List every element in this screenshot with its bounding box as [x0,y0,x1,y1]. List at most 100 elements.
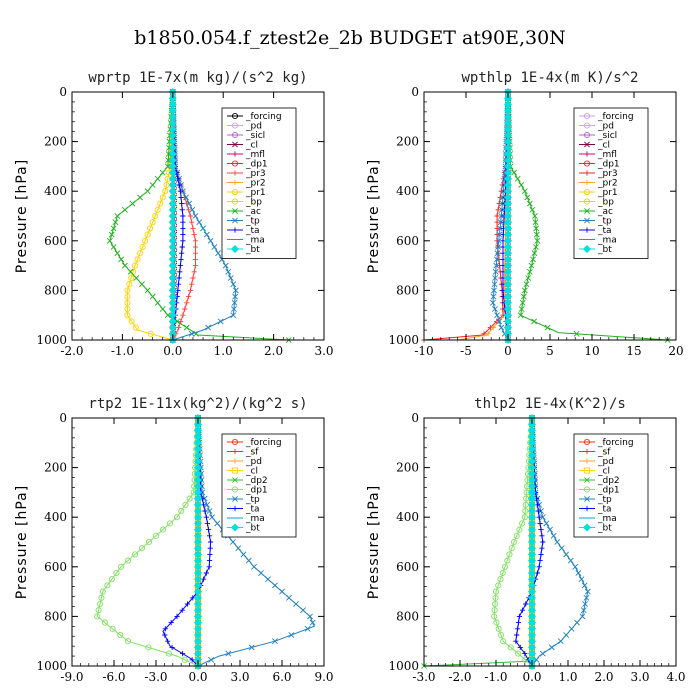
series-point-pr3 [180,312,186,318]
legend-label: _ma [245,236,265,246]
series-point-pr3 [192,238,199,244]
legend-label: _dp1 [245,160,268,170]
series-point-pr1 [152,212,159,220]
y-tick-label: 0 [411,411,419,425]
series-point-ta [514,632,520,638]
series-point-ta [162,626,168,632]
series-point-ac [530,256,536,263]
series-point-dp1 [104,582,111,589]
series-point-ac [118,256,125,263]
series-point-tp [206,508,213,514]
series-point-tp [240,551,247,558]
series-point-ta [180,213,186,219]
y-tick-label: 200 [396,135,419,149]
series-point-pr1 [128,274,135,282]
series-point-pr1 [128,318,135,325]
series-point-tp [581,582,588,589]
series-point-dp1 [124,557,132,564]
series-point-ta [178,256,184,262]
series-point-tp [272,638,278,645]
series-point-pr1 [147,225,154,232]
series-point-tp [498,324,505,331]
series-point-ta [536,564,542,570]
chart-panel-2: wpthlp 1E-4x(m K)/s^2 Pressure [hPa] -10 -5… [366,70,684,358]
series-point-dp1 [108,576,115,583]
series-point-tp [539,650,546,657]
legend-marker [232,458,238,464]
series-point-tp [251,563,257,570]
series-point-tp [304,625,311,632]
series-point-ta [537,558,543,564]
legend-marker [231,467,239,474]
y-tick-label: 800 [44,609,67,623]
series-point-tp [579,613,586,620]
series-point-tp [575,570,582,576]
series-point-dp1 [99,588,106,595]
legend-label: _sicl [245,131,265,141]
legend-marker [232,170,238,176]
series-point-ac [524,194,531,201]
series-point-dp1 [186,495,193,502]
x-tick-label: 3.0 [630,670,649,684]
x-tick-label: 9.0 [314,670,333,684]
series-point-tp [192,213,199,219]
series-point-pr1 [126,281,133,288]
x-tick-label: -5 [460,344,472,358]
legend-label: _pr2 [245,179,266,189]
series-point-ac [531,318,538,325]
legend-marker [232,208,238,214]
legend-marker [583,486,591,493]
series-point-ta [162,632,168,638]
series-point-tp [211,244,218,250]
series-point-ac [149,182,156,188]
series-point-ta [177,263,183,269]
series-point-ta [515,620,522,626]
series-point-dp1 [500,638,507,645]
legend-label: _sicl [597,131,617,141]
series-point-tp [578,576,585,583]
x-tick-label: 0.0 [522,670,541,684]
y-tick-label: 1000 [36,659,67,673]
legend-label: _bt [597,245,612,255]
series-point-tp [189,206,196,213]
legend-marker [231,438,239,446]
legend-marker [231,131,239,139]
legend-marker [584,217,590,224]
series-point-ta [179,244,185,250]
series-point-ac [573,330,580,337]
x-tick-label: 0 [504,344,512,358]
series-point-ac [137,194,143,201]
series-point-ta [516,613,522,619]
y-tick-label: 800 [44,283,67,297]
series-point-pr1 [124,305,131,313]
legend-marker [232,179,238,186]
legend-marker [231,198,239,205]
series-point-pr3 [190,225,196,231]
series-point-tp [183,194,189,201]
x-tick-label: 2.0 [264,344,283,358]
legend-marker [583,438,591,446]
series-point-pr1 [144,231,151,238]
legend-label: _pr3 [245,169,266,179]
series-point-ta [176,182,182,188]
x-tick-label: 5 [546,344,554,358]
series-point-dp1 [165,650,172,657]
x-tick-label: 1.0 [214,344,233,358]
series-point-ac [144,188,151,195]
series-point-ta [207,545,213,551]
series-point-tp [288,632,295,638]
series-point-ac [519,299,526,306]
chart-panel-4: thlp2 1E-4x(K^2)/s Pressure [hPa] -3.0 -2.0… [366,396,686,684]
series-point-tp [550,532,557,539]
legend-label: _ac [245,207,261,217]
series-point-tp [548,644,555,651]
series-point-pr1 [136,250,144,257]
series-point-ac [154,175,161,182]
series-point-pr1 [149,219,156,226]
series-point-pr3 [495,207,501,213]
series-point-tp [217,318,224,325]
legend-marker [584,151,590,157]
series-point-tp [497,225,503,232]
y-axis-label: Pressure [hPa] [366,485,382,599]
series-point-tp [309,619,316,626]
